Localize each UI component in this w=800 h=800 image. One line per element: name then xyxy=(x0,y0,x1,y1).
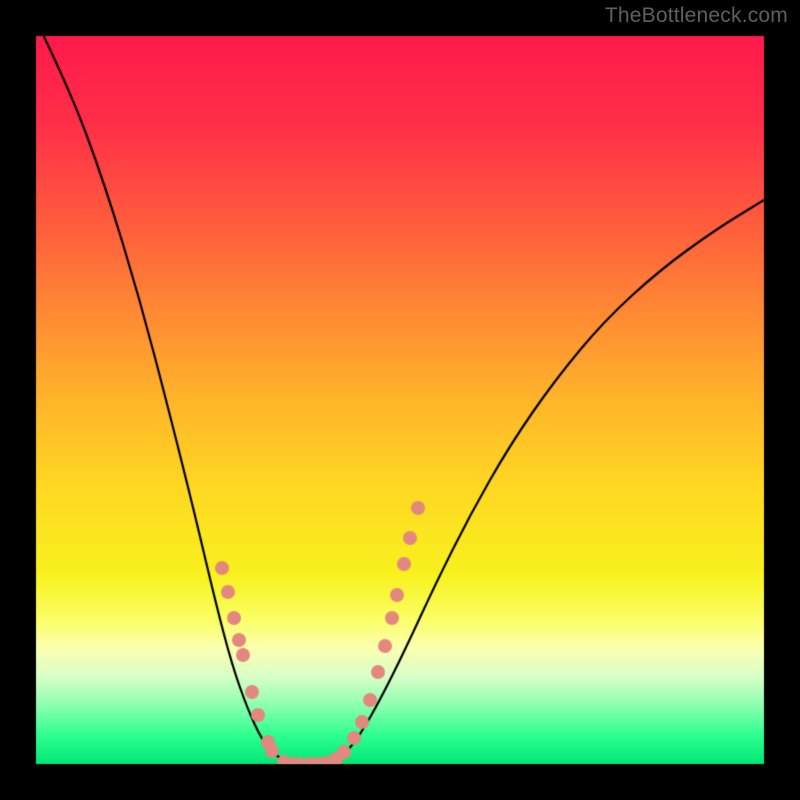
chart-stage: TheBottleneck.com xyxy=(0,0,800,800)
bottleneck-curve xyxy=(0,0,800,800)
